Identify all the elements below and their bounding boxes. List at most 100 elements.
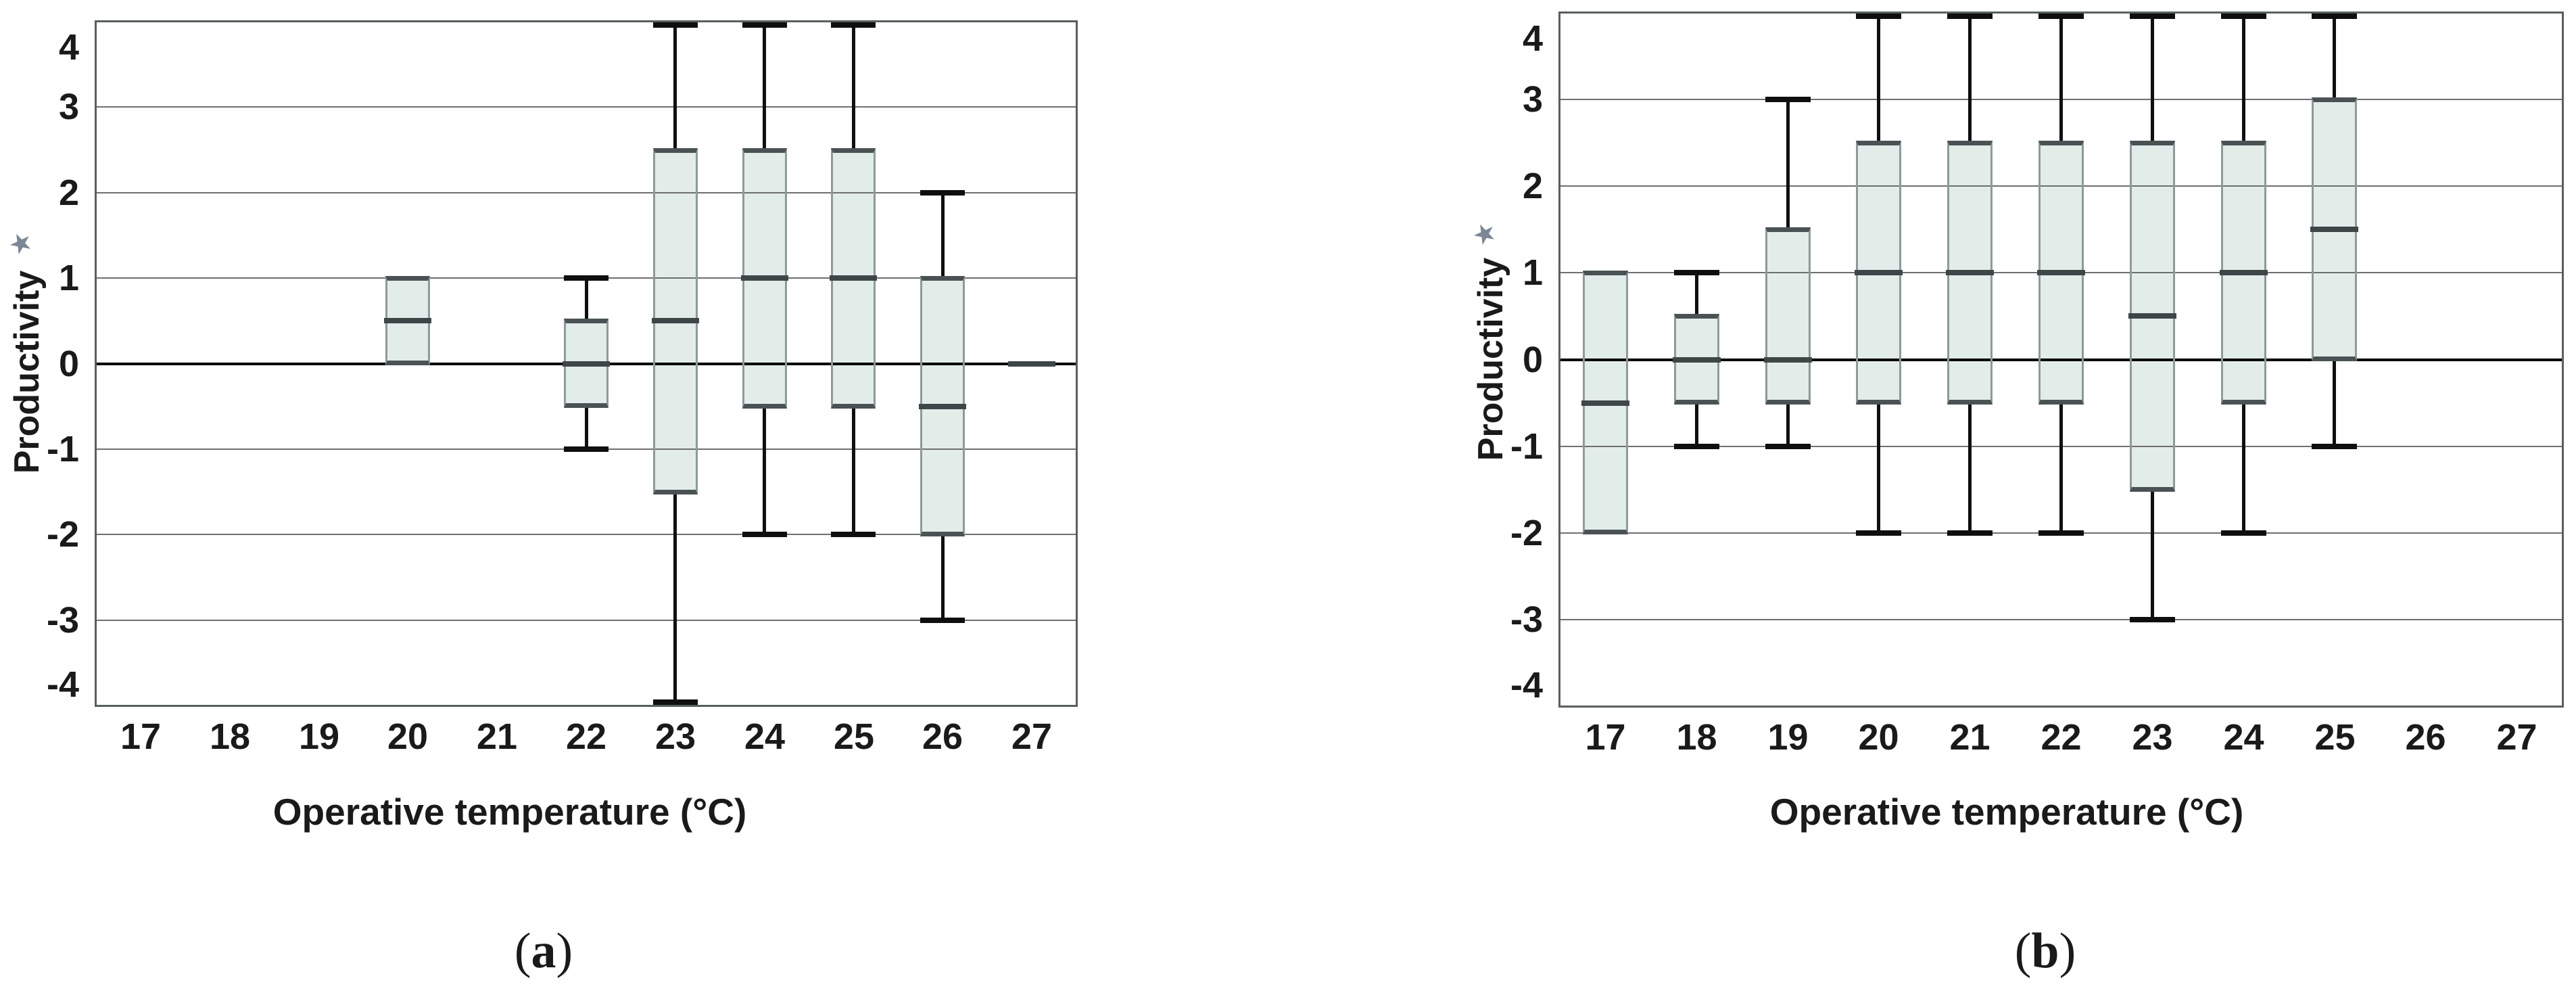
x-tick-label: 26 [922,716,963,757]
median-line [2310,227,2358,232]
median-line [1946,270,1994,275]
median-line [830,275,877,281]
y-tick-label: 1 [1522,252,1543,293]
upper-whisker-line [1695,273,1698,316]
y-tick-label: 3 [1522,79,1543,120]
lower-whisker-cap [1765,444,1811,449]
lower-whisker-line [852,407,855,535]
x-tick-label: 24 [2223,717,2264,758]
panel-label-open-paren: ( [2014,923,2032,979]
upper-whisker-line [941,193,945,278]
x-tick-label: 18 [1676,717,1717,758]
lower-whisker-cap [920,618,965,623]
box-rect [1765,229,1811,402]
upper-whisker-cap [1765,97,1811,102]
upper-whisker-line [763,22,766,150]
upper-whisker-cap [2038,14,2084,19]
upper-whisker-line [2059,14,2063,143]
upper-whisker-line [852,22,855,150]
lower-whisker-cap [2221,530,2266,536]
lower-whisker-line [1695,403,1698,446]
x-axis-title: Operative temperature (°C) [272,791,747,833]
panel-label-close-paren: ) [556,923,573,979]
lower-whisker-line [1877,403,1880,533]
gridline [96,192,1076,193]
zero-gridline [1560,359,2562,361]
x-tick-label: 23 [2132,717,2173,758]
gridline [96,106,1076,108]
y-tick-label: -1 [46,429,79,469]
upper-whisker-cap [920,190,965,195]
y-tick-label: 4 [58,27,79,68]
panel-label-open-paren: ( [514,923,531,979]
y-tick-label: -3 [1510,599,1543,640]
panel-label-close-paren: ) [2059,923,2076,979]
median-line [1673,357,1721,363]
panel-label-letter: b [2031,923,2059,979]
x-tick-label: 21 [1949,717,1990,758]
lower-whisker-cap [2130,617,2175,622]
median-line [1855,270,1903,275]
median-line [741,275,788,281]
x-tick-label: 20 [387,716,429,757]
lower-whisker-cap [564,446,609,452]
gridline [96,534,1076,535]
panel-label-letter: a [531,923,556,979]
y-tick-label: 0 [58,344,79,384]
median-line [1764,357,1812,363]
upper-whisker-cap [1856,14,1901,19]
x-tick-label: 18 [209,716,251,757]
upper-whisker-cap [2312,14,2357,19]
y-tick-label: 4 [1522,18,1543,59]
lower-whisker-line [585,407,588,449]
median-line [1581,400,1629,406]
upper-whisker-cap [831,22,876,28]
y-tick-label: 0 [1522,340,1543,380]
lower-whisker-line [673,492,677,705]
upper-whisker-line [673,22,677,150]
x-tick-label: 20 [1858,717,1899,758]
upper-whisker-cap [1674,270,1719,275]
panel-label-a: (a) [341,920,746,982]
y-tick-label: -1 [1510,426,1543,467]
upper-whisker-line [2151,14,2154,143]
y-tick-label: 2 [58,172,79,213]
lower-whisker-cap [1947,530,1993,536]
x-tick-label: 17 [1585,717,1626,758]
y-tick-label: -2 [1510,513,1543,553]
x-tick-label: 22 [565,716,607,757]
gridline [96,620,1076,621]
lower-whisker-cap [2312,444,2357,449]
box-outline [1765,227,1811,405]
lower-whisker-line [2151,490,2154,620]
lower-whisker-line [1786,403,1790,446]
lower-whisker-cap [1856,530,1901,536]
median-line [1008,361,1055,367]
lower-whisker-line [2242,403,2245,533]
upper-whisker-line [2242,14,2245,143]
x-tick-label: 27 [2496,717,2537,758]
lower-whisker-cap [742,532,787,537]
x-tick-label: 23 [654,716,696,757]
y-tick-label: 1 [58,258,79,298]
x-tick-label: 26 [2405,717,2446,758]
x-axis-title: Operative temperature (°C) [1769,791,2244,833]
median-line [919,404,966,409]
x-tick-label: 21 [476,716,518,757]
gridline [1560,619,2562,620]
lower-whisker-cap [2038,530,2084,536]
lower-whisker-line [763,407,766,535]
upper-whisker-line [1877,14,1880,143]
upper-whisker-line [1786,99,1790,229]
median-line [652,318,699,323]
upper-whisker-cap [2130,14,2175,19]
x-tick-label: 24 [744,716,786,757]
x-tick-label: 25 [2314,717,2356,758]
x-tick-label: 22 [2041,717,2082,758]
x-tick-label: 19 [1767,717,1809,758]
median-line [2037,270,2085,275]
lower-whisker-cap [831,532,876,537]
lower-whisker-line [1968,403,1972,533]
lower-whisker-line [2059,403,2063,533]
